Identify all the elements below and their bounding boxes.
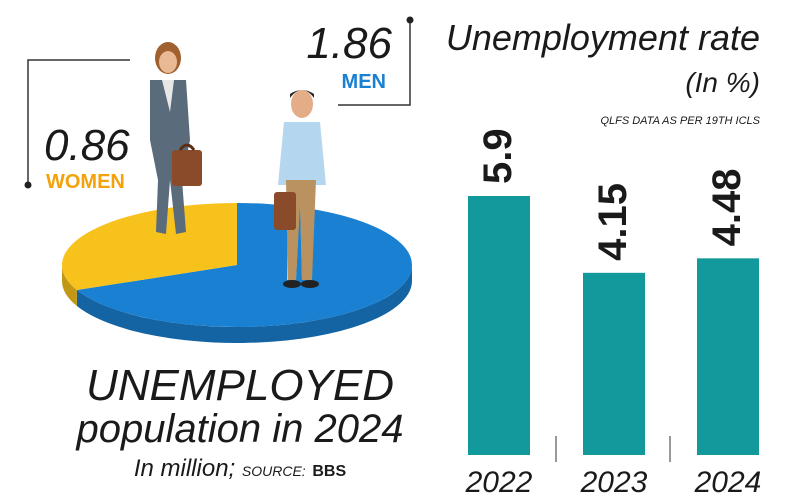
leader-dot [24, 181, 32, 189]
x-tick-label: 2024 [694, 466, 762, 499]
bar-subtitle: (In %) [685, 67, 760, 98]
woman-figure [150, 42, 202, 234]
pie-title: UNEMPLOYED [86, 361, 394, 410]
bar-value-label: 5.9 [476, 128, 520, 184]
unit-note: In million; [134, 455, 235, 482]
pie-side [62, 265, 77, 307]
bar-value-label: 4.48 [705, 168, 749, 246]
women-label: WOMEN [46, 171, 125, 193]
source: BBS [312, 463, 346, 480]
leader-dot [406, 16, 414, 24]
pie-subtitle: population in 2024 [76, 407, 404, 451]
bar-title: Unemployment rate [446, 17, 760, 58]
label-leaders [27, 20, 411, 185]
pie-slice [76, 203, 412, 327]
x-tick-label: 2022 [465, 466, 533, 499]
bar-note: QLFS DATA AS PER 19TH ICLS [600, 115, 760, 127]
man-figure [274, 90, 326, 288]
source-label: SOURCE: [242, 463, 306, 479]
x-tick-label: 2023 [580, 466, 648, 499]
pie-source-line: In million; SOURCE: BBS [134, 455, 347, 482]
pie-side [76, 265, 412, 343]
bar-chart: 5.9 2022 4.15 2023 4.48 2024 [465, 128, 762, 499]
men-label: MEN [342, 71, 386, 93]
pie-chart [61, 202, 412, 343]
bar [583, 272, 645, 455]
bar [697, 258, 759, 455]
women-value-label: 0.86 [44, 121, 130, 170]
pie-slice [61, 202, 237, 291]
bar-value-label: 4.15 [591, 183, 635, 261]
bar [468, 196, 530, 455]
men-value-label: 1.86 [306, 19, 392, 68]
